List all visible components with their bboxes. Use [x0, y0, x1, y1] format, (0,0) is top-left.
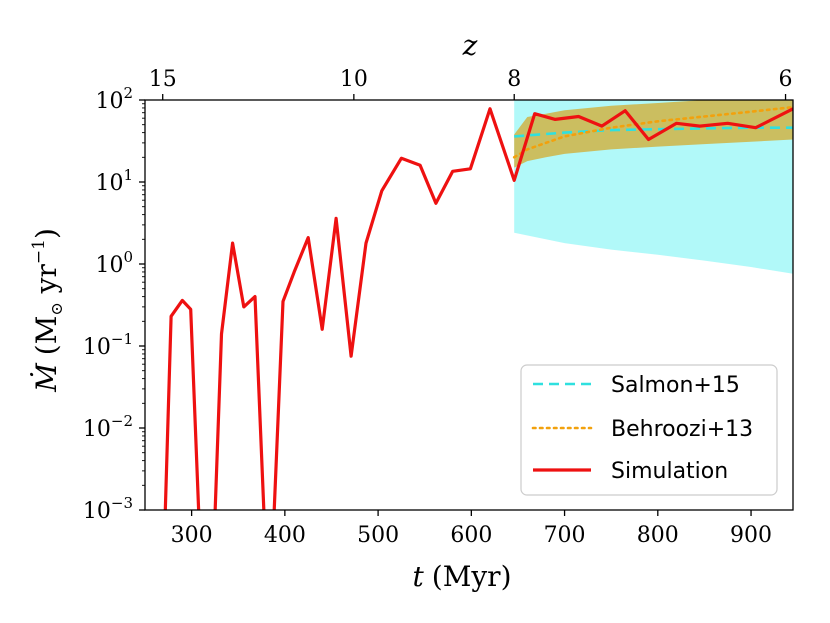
legend-label-behroozi: Behroozi+13 — [611, 417, 753, 442]
series-line-behroozi-13 — [512, 105, 793, 159]
legend-label-salmon: Salmon+15 — [611, 373, 740, 398]
x-tick-label: 300 — [171, 523, 213, 548]
y-tick-label: 102 — [95, 84, 133, 114]
top-tick-label: 10 — [340, 67, 368, 92]
band-behroozi-13 — [514, 100, 793, 168]
y-tick-label: 101 — [95, 166, 133, 196]
top-axis-title: z — [462, 29, 478, 62]
x-tick-label: 500 — [357, 523, 399, 548]
legend-box — [520, 364, 778, 496]
y-tick-label: 100 — [95, 248, 133, 278]
top-tick-label: 15 — [149, 67, 177, 92]
series-lines — [163, 105, 793, 510]
y-tick-label: 10−2 — [83, 412, 133, 442]
x-axis-title: t (Myr) — [413, 560, 512, 593]
x-axis-ticks: 300 400 500 600 700 800 900 — [171, 510, 772, 548]
legend: Salmon+15 Behroozi+13 Simulation — [520, 364, 778, 496]
uncertainty-bands — [514, 100, 793, 274]
y-tick-label: 10−3 — [83, 494, 133, 524]
x-tick-label: 600 — [450, 523, 492, 548]
top-tick-label: 8 — [507, 67, 521, 92]
x-tick-label: 800 — [637, 523, 679, 548]
x-tick-label: 900 — [730, 523, 772, 548]
y-axis-title: Ṁ(M⊙ yr−1) — [29, 228, 66, 393]
y-axis-ticks: 10−3 10−2 10−1 100 101 102 — [83, 84, 145, 524]
series-line-salmon-15 — [514, 126, 793, 138]
plot-frame — [144, 99, 794, 511]
svg-text:Ṁ(M⊙ yr−1): Ṁ(M⊙ yr−1) — [29, 228, 66, 393]
series-line-simulation — [163, 107, 793, 510]
x-tick-label: 700 — [544, 523, 586, 548]
top-tick-label: 6 — [779, 67, 793, 92]
y-tick-label: 10−1 — [83, 330, 133, 360]
top-axis-ticks: 15 10 8 6 — [149, 67, 793, 100]
legend-label-simulation: Simulation — [611, 459, 728, 484]
x-tick-label: 400 — [264, 523, 306, 548]
